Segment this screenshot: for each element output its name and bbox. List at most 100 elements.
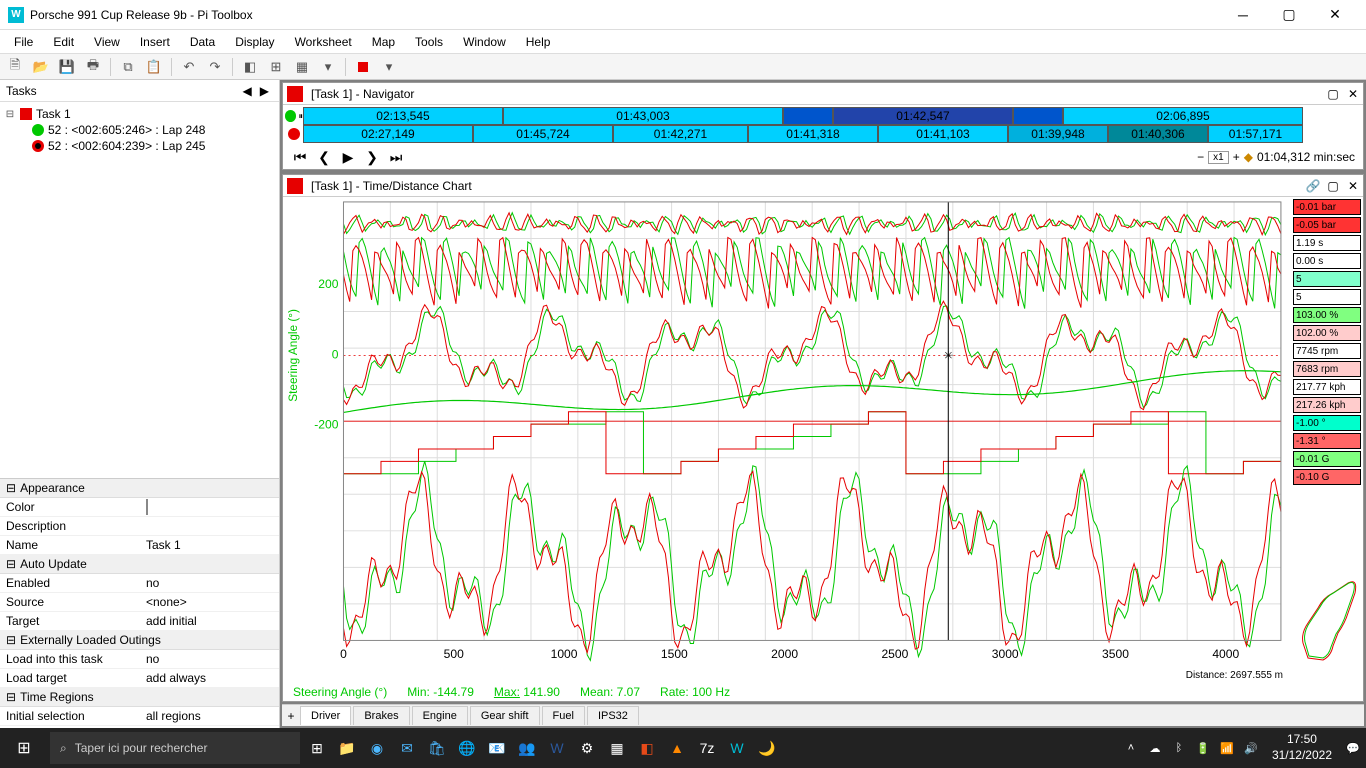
prop-init-value[interactable]: all regions <box>146 709 273 723</box>
tray-notifications-icon[interactable]: 💬 <box>1342 728 1364 768</box>
section-appearance[interactable]: ⊟Appearance <box>0 479 279 498</box>
tab-gearshift[interactable]: Gear shift <box>470 706 540 725</box>
app-vlc-icon[interactable]: ▲ <box>662 728 692 768</box>
tray-chevron-icon[interactable]: ˄ <box>1120 728 1142 768</box>
minimize-button[interactable]: ─ <box>1220 0 1266 30</box>
step-back-icon[interactable]: ❮ <box>315 149 333 166</box>
tab-fuel[interactable]: Fuel <box>542 706 585 725</box>
tray-wifi-icon[interactable]: 📶 <box>1216 728 1238 768</box>
track-map[interactable] <box>1293 568 1365 668</box>
collapse-icon[interactable]: ⊟ <box>4 109 16 120</box>
tray-clock[interactable]: 17:5031/12/2022 <box>1264 732 1340 763</box>
app-chrome-icon[interactable]: 🌐 <box>452 728 482 768</box>
app-pitoolbox-icon[interactable]: W <box>722 728 752 768</box>
prop-source-value[interactable]: <none> <box>146 595 273 609</box>
lap-cell[interactable] <box>783 107 833 125</box>
tab-brakes[interactable]: Brakes <box>353 706 409 725</box>
prop-loadtarget-value[interactable]: add always <box>146 671 273 685</box>
tray-onedrive-icon[interactable]: ☁ <box>1144 728 1166 768</box>
tray-bluetooth-icon[interactable]: ᛒ <box>1168 728 1190 768</box>
lap-cell[interactable]: 01:43,003 <box>503 107 783 125</box>
menu-window[interactable]: Window <box>453 33 516 51</box>
menu-worksheet[interactable]: Worksheet <box>285 33 362 51</box>
play-icon[interactable]: ▶ <box>339 149 357 166</box>
chart-area[interactable]: 05001000150020002500300035004000-2000200… <box>283 197 1291 670</box>
lap-cell[interactable]: 02:27,149 <box>303 125 473 143</box>
display-icon[interactable]: ◧ <box>239 56 261 78</box>
tray-battery-icon[interactable]: 🔋 <box>1192 728 1214 768</box>
lap-cell[interactable]: 01:57,171 <box>1208 125 1303 143</box>
start-button[interactable]: ⊞ <box>0 728 48 768</box>
chart-icon[interactable]: ⊞ <box>265 56 287 78</box>
lap-cell[interactable]: 01:42,547 <box>833 107 1013 125</box>
taskview-icon[interactable]: ⊞ <box>302 728 332 768</box>
app-outlook-icon[interactable]: 📧 <box>482 728 512 768</box>
save-icon[interactable]: 💾 <box>56 56 78 78</box>
zoom-out-icon[interactable]: − <box>1197 150 1204 164</box>
prop-target-value[interactable]: add initial <box>146 614 273 628</box>
section-time-regions[interactable]: ⊟Time Regions <box>0 688 279 707</box>
tab-engine[interactable]: Engine <box>412 706 468 725</box>
skip-end-icon[interactable]: ⏭ <box>387 149 405 166</box>
panel-close-icon[interactable]: ✕ <box>1343 87 1363 101</box>
tray-volume-icon[interactable]: 🔊 <box>1240 728 1262 768</box>
lap-cell[interactable]: 02:13,545 <box>303 107 503 125</box>
maximize-button[interactable]: ▢ <box>1266 0 1312 30</box>
menu-view[interactable]: View <box>84 33 130 51</box>
app-mail-icon[interactable]: ✉ <box>392 728 422 768</box>
prop-load-value[interactable]: no <box>146 652 273 666</box>
menu-help[interactable]: Help <box>516 33 561 51</box>
app-edge-icon[interactable]: ◉ <box>362 728 392 768</box>
panel-maximize-icon[interactable]: ▢ <box>1323 87 1343 101</box>
menu-edit[interactable]: Edit <box>43 33 84 51</box>
print-icon[interactable]: 🖶 <box>82 56 104 78</box>
section-ext-outings[interactable]: ⊟Externally Loaded Outings <box>0 631 279 650</box>
app-word-icon[interactable]: W <box>542 728 572 768</box>
app-misc3-icon[interactable]: 🌙 <box>752 728 782 768</box>
lap-cell[interactable]: 01:40,306 <box>1108 125 1208 143</box>
close-button[interactable]: ✕ <box>1312 0 1358 30</box>
lap-cell[interactable]: 01:41,318 <box>748 125 878 143</box>
app-misc1-icon[interactable]: ⚙ <box>572 728 602 768</box>
search-box[interactable]: ⌕ Taper ici pour rechercher <box>50 732 300 764</box>
panel-maximize-icon[interactable]: ▢ <box>1323 179 1343 193</box>
menu-file[interactable]: File <box>4 33 43 51</box>
prev-icon[interactable]: ◀ <box>239 84 256 98</box>
step-fwd-icon[interactable]: ❯ <box>363 149 381 166</box>
task-marker-icon[interactable] <box>352 56 374 78</box>
open-icon[interactable]: 📂 <box>30 56 52 78</box>
menu-display[interactable]: Display <box>225 33 284 51</box>
tab-ips32[interactable]: IPS32 <box>587 706 639 725</box>
lap-cell[interactable]: 02:06,895 <box>1063 107 1303 125</box>
lap-cell[interactable]: 01:39,948 <box>1008 125 1108 143</box>
menu-map[interactable]: Map <box>362 33 405 51</box>
tab-driver[interactable]: Driver <box>300 706 351 725</box>
prop-name-value[interactable]: Task 1 <box>146 538 273 552</box>
app-7z-icon[interactable]: 7z <box>692 728 722 768</box>
app-store-icon[interactable]: 🛍 <box>422 728 452 768</box>
redo-icon[interactable]: ↷ <box>204 56 226 78</box>
lap-cell[interactable]: 01:45,724 <box>473 125 613 143</box>
skip-start-icon[interactable]: ⏮ <box>291 149 309 166</box>
lap-cell[interactable] <box>1013 107 1063 125</box>
section-auto-update[interactable]: ⊟Auto Update <box>0 555 279 574</box>
copy-icon[interactable]: ⧉ <box>117 56 139 78</box>
app-explorer-icon[interactable]: 📁 <box>332 728 362 768</box>
menu-insert[interactable]: Insert <box>130 33 180 51</box>
app-teams-icon[interactable]: 👥 <box>512 728 542 768</box>
paste-icon[interactable]: 📋 <box>143 56 165 78</box>
lap-item-245[interactable]: 52 : <002:604:239> : Lap 245 <box>4 138 275 154</box>
prop-desc-value[interactable] <box>146 519 273 533</box>
menu-data[interactable]: Data <box>180 33 225 51</box>
color-swatch[interactable] <box>146 499 148 515</box>
task-root[interactable]: ⊟ Task 1 <box>4 106 275 122</box>
menu-tools[interactable]: Tools <box>405 33 453 51</box>
table-icon[interactable]: ▦ <box>291 56 313 78</box>
new-icon[interactable]: 🗎 <box>4 56 26 78</box>
prop-enabled-value[interactable]: no <box>146 576 273 590</box>
lap-cell[interactable]: 01:41,103 <box>878 125 1008 143</box>
zoom-in-icon[interactable]: + <box>1233 150 1240 164</box>
dropdown-icon[interactable]: ▾ <box>317 56 339 78</box>
task-dropdown-icon[interactable]: ▾ <box>378 56 400 78</box>
add-tab-button[interactable]: + <box>282 709 300 723</box>
